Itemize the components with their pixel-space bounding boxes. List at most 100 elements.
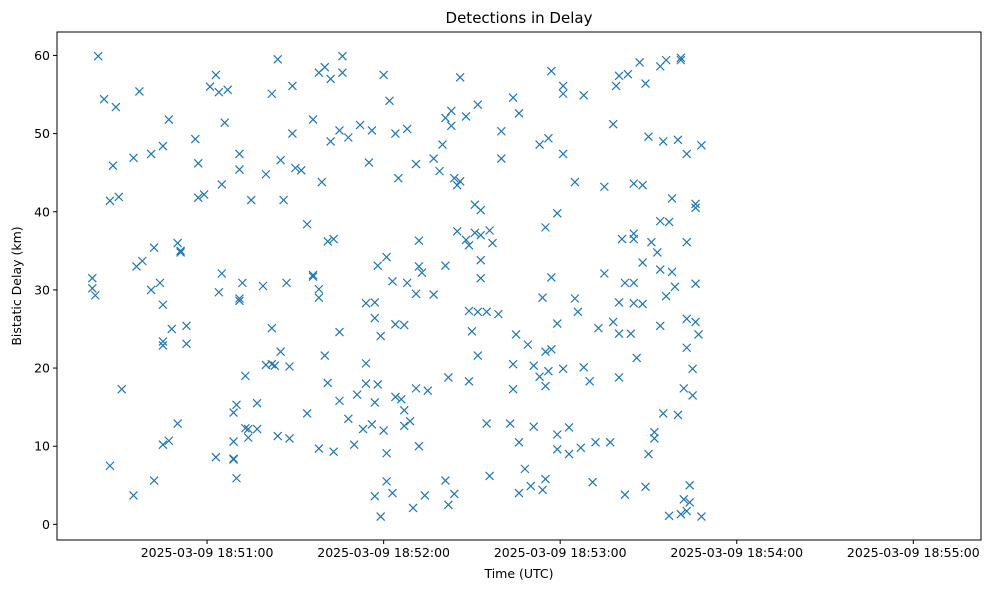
data-point	[232, 400, 241, 410]
data-point	[617, 234, 627, 244]
data-point	[146, 149, 156, 159]
data-point	[514, 108, 524, 118]
data-point	[335, 396, 344, 406]
data-point	[199, 190, 209, 199]
data-point	[676, 55, 686, 65]
data-point	[229, 455, 238, 464]
data-point	[338, 51, 347, 61]
data-point	[373, 380, 383, 389]
data-point	[591, 437, 600, 447]
data-point	[235, 294, 244, 303]
data-point	[446, 121, 456, 131]
data-point	[558, 81, 568, 91]
data-point	[420, 491, 430, 500]
data-point	[223, 85, 233, 95]
data-point	[373, 261, 383, 271]
data-point	[237, 278, 247, 288]
data-point	[579, 90, 589, 100]
data-point	[691, 203, 700, 213]
data-point	[673, 410, 683, 420]
data-point	[429, 290, 439, 300]
data-point	[352, 390, 362, 400]
y-axis-ticks: 0 10 20 30 40 50 60	[34, 48, 57, 532]
data-point	[129, 491, 138, 500]
data-point	[505, 419, 515, 428]
data-point	[240, 371, 250, 381]
data-point	[379, 70, 389, 80]
data-point	[214, 87, 224, 97]
data-point	[261, 169, 271, 179]
data-point	[158, 141, 168, 151]
data-point	[529, 361, 539, 371]
data-point	[335, 327, 344, 337]
data-point	[620, 490, 630, 500]
data-point	[452, 226, 462, 236]
data-point	[558, 149, 568, 159]
data-point	[655, 216, 665, 226]
data-point	[117, 384, 127, 394]
data-point	[182, 339, 191, 349]
data-point	[273, 54, 283, 64]
y-tick-label: 30	[34, 282, 50, 297]
data-point	[235, 165, 244, 174]
data-point	[476, 230, 486, 240]
data-point	[441, 261, 450, 271]
data-point	[137, 256, 147, 266]
data-point	[496, 126, 506, 136]
data-point	[229, 437, 238, 446]
data-point	[235, 149, 244, 159]
data-point	[658, 136, 668, 146]
data-point	[535, 140, 545, 149]
data-point	[443, 500, 453, 510]
y-tick-label: 50	[34, 126, 50, 141]
data-point	[599, 182, 609, 192]
data-point	[282, 278, 291, 288]
data-point	[361, 358, 371, 368]
data-point	[252, 398, 262, 408]
data-point	[190, 134, 200, 144]
data-point	[367, 126, 377, 135]
data-point	[443, 373, 453, 382]
data-point	[323, 237, 333, 246]
data-point	[626, 329, 636, 339]
data-point	[370, 398, 380, 407]
y-tick-label: 10	[34, 439, 50, 454]
data-point	[405, 416, 415, 426]
data-point	[538, 485, 547, 495]
data-point	[273, 431, 283, 441]
data-point	[176, 246, 186, 256]
data-point	[664, 217, 674, 227]
data-point	[641, 482, 650, 492]
data-point	[158, 340, 168, 350]
data-point	[644, 132, 653, 142]
data-point	[558, 364, 568, 374]
data-point	[108, 161, 118, 171]
data-point	[270, 361, 280, 371]
data-point	[364, 158, 374, 167]
data-point	[673, 135, 683, 145]
data-point	[482, 419, 492, 428]
data-point	[252, 424, 262, 434]
data-point	[429, 154, 439, 164]
data-point	[552, 208, 562, 218]
data-point	[476, 205, 486, 215]
data-point	[329, 234, 339, 244]
data-point	[105, 461, 115, 471]
y-tick-label: 40	[34, 204, 50, 219]
data-point	[691, 279, 700, 289]
data-point	[508, 359, 518, 369]
data-point	[508, 93, 518, 103]
data-point	[694, 330, 703, 339]
data-point	[367, 419, 377, 429]
data-point	[520, 464, 530, 474]
data-point	[302, 219, 312, 229]
data-point	[314, 284, 324, 294]
data-point	[382, 252, 392, 262]
data-point	[441, 476, 450, 486]
data-point	[390, 129, 400, 139]
data-point	[514, 488, 524, 498]
data-point	[193, 158, 203, 168]
data-point	[446, 106, 456, 116]
data-point	[173, 419, 183, 428]
data-point	[629, 179, 639, 189]
